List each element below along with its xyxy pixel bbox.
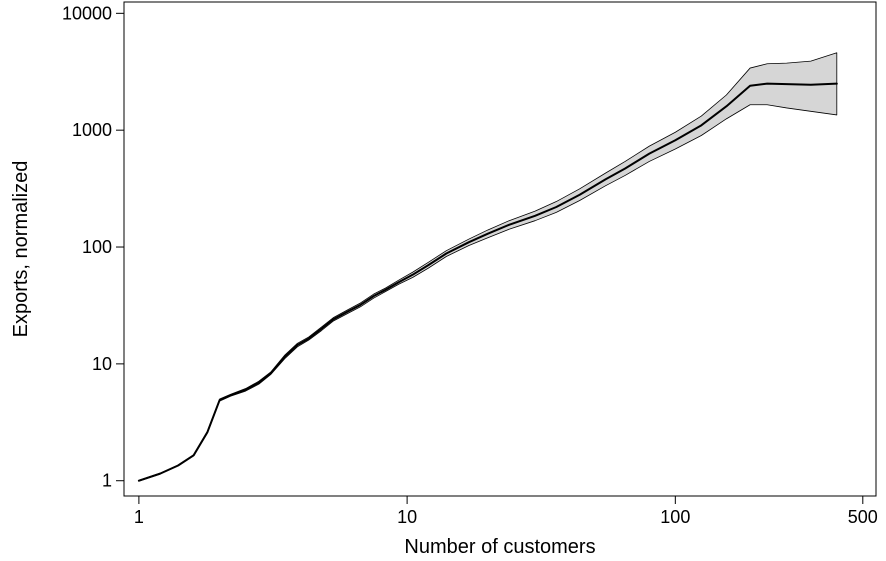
series-line <box>137 82 838 482</box>
series-line-layer <box>137 82 838 482</box>
x-tick-label: 500 <box>848 507 878 527</box>
confidence-band <box>138 52 838 482</box>
x-axis-title: Number of customers <box>404 536 595 558</box>
y-tick-label: 1000 <box>72 120 112 140</box>
x-tick-label: 1 <box>134 507 144 527</box>
plot-frame <box>123 1 877 497</box>
y-tick-label: 10 <box>92 354 112 374</box>
y-axis-title: Exports, normalized <box>10 161 32 338</box>
y-tick-label: 1 <box>102 471 112 491</box>
x-tick-label: 10 <box>397 507 417 527</box>
y-tick-label: 10000 <box>62 3 112 23</box>
x-axis: 1 10 100 500 <box>134 496 878 527</box>
confidence-band-layer <box>138 52 838 482</box>
y-tick-label: 100 <box>82 237 112 257</box>
y-axis: 1 10 100 1000 10000 <box>62 3 124 491</box>
x-tick-label: 100 <box>660 507 690 527</box>
